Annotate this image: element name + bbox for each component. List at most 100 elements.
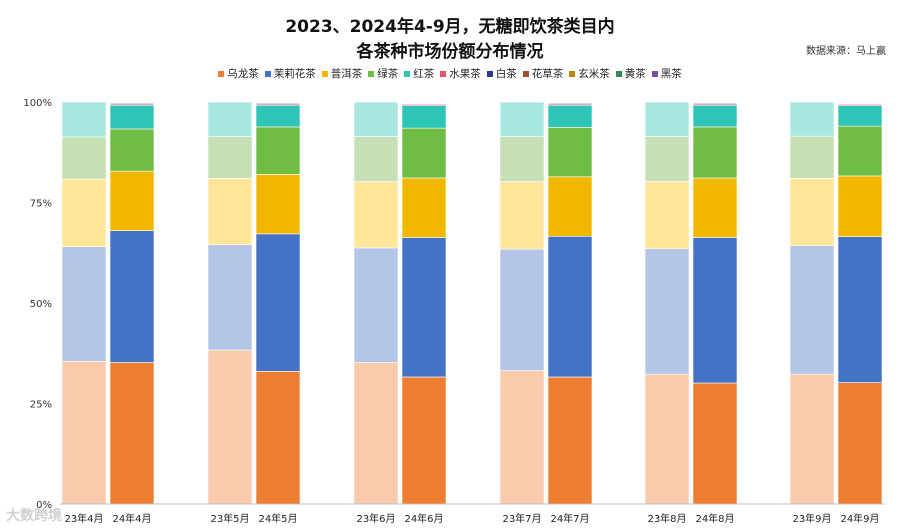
- legend-swatch: [368, 70, 375, 77]
- bar-segment: [109, 104, 155, 130]
- bar-segment: [109, 362, 155, 505]
- bar-segment: [692, 104, 738, 128]
- bar-segment: [353, 136, 399, 182]
- legend-swatch: [615, 70, 622, 77]
- legend: 乌龙茶 茉莉花茶 普洱茶 绿茶 红茶 水果茶 白茶 花草茶 玄米茶 黄茶 黑茶: [0, 66, 900, 81]
- legend-label: 普洱茶: [330, 68, 363, 80]
- legend-item: 茉莉花茶: [264, 66, 316, 81]
- bar-segment: [644, 181, 690, 250]
- legend-label: 红茶: [413, 68, 435, 80]
- bar-segment: [692, 177, 738, 238]
- legend-item: 水果茶: [440, 66, 481, 81]
- bar-segment: [837, 236, 883, 383]
- legend-swatch: [651, 70, 658, 77]
- bar-segment: [499, 370, 545, 505]
- bar-segment: [255, 126, 301, 175]
- bar-segment: [499, 181, 545, 250]
- x-tick-label: 24年7月: [550, 512, 589, 525]
- legend-label: 水果茶: [449, 68, 481, 80]
- y-tick-label: 50%: [30, 299, 52, 310]
- bar-segment: [353, 181, 399, 249]
- x-tick-label: 23年4月: [64, 512, 103, 525]
- bar-segment: [401, 127, 447, 179]
- bar-segment: [692, 382, 738, 505]
- watermark: 大数跨境: [6, 508, 62, 524]
- x-tick-label: 24年8月: [695, 512, 734, 525]
- bar-segment: [789, 101, 835, 137]
- bar-segment: [644, 248, 690, 375]
- bar-segment: [837, 105, 883, 127]
- bar-segment: [401, 237, 447, 378]
- chart-title-line1: 2023、2024年4-9月，无糖即饮茶类目内: [285, 17, 615, 37]
- x-tick-label: 24年9月: [840, 512, 879, 525]
- legend-swatch: [264, 70, 271, 77]
- chart-title-line2: 各茶种市场份额分布情况: [356, 42, 544, 62]
- bar-segment: [837, 175, 883, 237]
- legend-label: 黄茶: [624, 68, 646, 80]
- bar-segment: [499, 248, 545, 371]
- legend-item: 普洱茶: [321, 66, 363, 81]
- bar-segment: [789, 178, 835, 246]
- bar-segment: [789, 373, 835, 505]
- bar-segment: [61, 136, 107, 180]
- bar-segment: [255, 371, 301, 505]
- bar-segment: [109, 128, 155, 172]
- data-source: 数据来源：马上赢: [806, 46, 886, 57]
- legend-label: 白茶: [495, 68, 517, 80]
- legend-label: 绿茶: [377, 68, 399, 80]
- bar-segment: [644, 373, 690, 505]
- x-tick-label: 23年7月: [502, 512, 541, 525]
- legend-item: 黑茶: [651, 66, 682, 81]
- bar-segment: [692, 237, 738, 384]
- x-tick-label: 23年9月: [792, 512, 831, 525]
- bar-segment: [207, 244, 253, 351]
- legend-label: 黑茶: [660, 68, 682, 80]
- legend-label: 茉莉花茶: [273, 68, 316, 80]
- bar-segment: [255, 174, 301, 235]
- legend-item: 白茶: [486, 66, 517, 81]
- bar-segment: [61, 360, 107, 505]
- bar-segment: [207, 136, 253, 179]
- bar-segment: [109, 170, 155, 231]
- bar-segment: [401, 376, 447, 505]
- legend-swatch: [522, 70, 529, 77]
- bar-segment: [61, 101, 107, 138]
- bar-segment: [644, 101, 690, 137]
- bar-segment: [255, 233, 301, 372]
- bar-segment: [207, 349, 253, 505]
- bar-segment: [644, 136, 690, 182]
- legend-item: 花草茶: [522, 66, 563, 81]
- legend-swatch: [486, 70, 493, 77]
- bar-segment: [401, 105, 447, 129]
- legend-item: 黄茶: [615, 66, 646, 81]
- bar-segment: [547, 235, 593, 378]
- legend-swatch: [321, 70, 328, 77]
- legend-label: 玄米茶: [578, 68, 610, 80]
- bar-segment: [692, 126, 738, 179]
- bar-segment: [837, 382, 883, 505]
- bar-segment: [353, 101, 399, 137]
- legend-swatch: [569, 70, 576, 77]
- legend-item: 乌龙茶: [218, 66, 259, 81]
- bar-segment: [255, 104, 301, 128]
- legend-label: 乌龙茶: [227, 68, 259, 80]
- legend-item: 红茶: [404, 66, 434, 81]
- legend-swatch: [218, 70, 225, 77]
- y-tick-label: 25%: [30, 400, 52, 411]
- bar-segment: [547, 127, 593, 178]
- bar-segment: [499, 101, 545, 137]
- x-tick-label: 24年6月: [404, 512, 443, 525]
- y-tick-label: 0%: [36, 500, 52, 511]
- y-tick-label: 100%: [23, 98, 52, 109]
- bar-segment: [401, 177, 447, 238]
- bar-segment: [353, 362, 399, 505]
- bar-segment: [109, 230, 155, 363]
- bar-segment: [207, 101, 253, 137]
- legend-swatch: [440, 70, 447, 77]
- bar-segment: [547, 104, 593, 128]
- bar-segment: [61, 178, 107, 248]
- legend-swatch: [404, 70, 411, 77]
- x-tick-label: 23年8月: [647, 512, 686, 525]
- y-tick-label: 75%: [30, 199, 52, 210]
